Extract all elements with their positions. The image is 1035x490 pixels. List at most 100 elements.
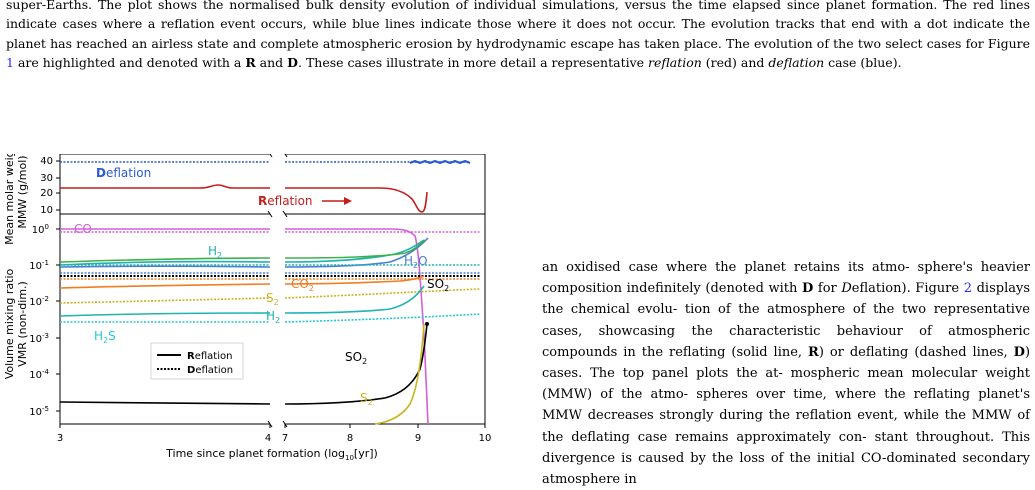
body-line-5: showcasing the characteristic behaviour … xyxy=(598,323,1030,339)
bottom-ylabel-1: Volume mixing ratio xyxy=(3,268,16,379)
top-ytick-labels: 40 30 20 10 xyxy=(40,156,53,216)
figure-1-link[interactable]: 1 xyxy=(6,54,14,70)
species-labels: CO H2 H2O SO2 CO2 S2 H2 H2S SO2 S2 xyxy=(74,222,449,407)
mmw-reflation-line xyxy=(60,184,428,213)
h2s-deflation xyxy=(60,313,481,323)
reflation-arrowhead xyxy=(344,197,352,205)
body-line-11: MMW of the deflating case remains approx… xyxy=(542,408,1030,445)
ytick-20: 20 xyxy=(40,188,53,199)
ytick-1e-1: 10-1 xyxy=(29,259,49,272)
top-panel-frame xyxy=(59,153,486,215)
caption-line-2: planet formation. The red lines indicate… xyxy=(6,0,1030,32)
xtick-4: 4 xyxy=(265,433,271,444)
figure-2-link[interactable]: 2 xyxy=(963,281,972,297)
caption-r-label: R xyxy=(245,54,256,70)
caption-deflation-italic: deflation xyxy=(768,54,825,70)
ytick-1e-2: 10-2 xyxy=(29,295,49,308)
s2-deflation xyxy=(59,288,481,304)
h2-reflation xyxy=(59,239,425,266)
xtick-3: 3 xyxy=(57,433,63,444)
label-s2-upper: S2 xyxy=(266,291,279,307)
body-line-3a: for xyxy=(813,281,842,297)
caption-line-5a: with a xyxy=(202,54,246,70)
top-yticks xyxy=(56,160,60,211)
caption-line-3: occur. The evolution tracks that end wit… xyxy=(6,16,1030,51)
caption-and: and xyxy=(255,54,288,70)
body-r-bold: R xyxy=(808,344,819,360)
bottom-panel-curves xyxy=(59,228,481,425)
xtick-labels: 3 4 7 8 9 10 xyxy=(57,433,492,444)
label-co2: CO2 xyxy=(291,277,314,293)
so2-end-dot xyxy=(425,322,429,326)
top-ylabel-2: MMW (g/mol) xyxy=(16,155,29,228)
x-axis-label: Time since planet formation (log10[yr]) xyxy=(165,447,378,462)
label-h2-lower: H2 xyxy=(266,309,280,325)
legend-box xyxy=(150,342,244,380)
body-line-7a: (dashed lines, xyxy=(914,344,1014,360)
xtick-7: 7 xyxy=(282,433,288,444)
deflation-label: Deflation xyxy=(96,166,151,180)
co-reflation xyxy=(60,228,429,425)
label-co: CO xyxy=(74,222,92,236)
bottom-yticks xyxy=(56,228,60,412)
body-line-1: an oxidised case where the planet retain… xyxy=(542,260,910,275)
caption-line-5b: . These cases illustrate in more detail … xyxy=(298,54,649,70)
ytick-1e-4: 10-4 xyxy=(29,368,49,381)
body-line-10: decreases strongly during the reflation … xyxy=(587,408,966,424)
y-axis-labels: Mean molar weight MMW (g/mol) Volume mix… xyxy=(3,138,29,379)
body-d-bold: D xyxy=(802,281,814,297)
h2o-reflation xyxy=(59,237,429,268)
top-panel-curves xyxy=(60,159,471,213)
figure: 40 30 20 10 100 10-1 10-2 10-3 10-4 10-5… xyxy=(0,138,520,468)
ytick-40: 40 xyxy=(40,156,53,167)
caption-line-1: super-Earths. The plot shows the normali… xyxy=(6,0,820,12)
xtick-9: 9 xyxy=(415,433,421,444)
h2-lower-reflation xyxy=(59,285,425,317)
body-line-6a: compounds in the reflating (solid line, xyxy=(542,344,809,360)
body-line-2: sphere's heavier composition indefinitel… xyxy=(542,260,1030,297)
figure-svg: 40 30 20 10 100 10-1 10-2 10-3 10-4 10-5… xyxy=(3,138,492,462)
co2-reflation xyxy=(59,275,425,289)
body-line-6b: ) or deflating xyxy=(818,344,909,360)
body-line-4: tion of the atmosphere of the two repres… xyxy=(542,302,1030,339)
axis-break-marks xyxy=(267,150,288,428)
legend-deflation: Deflation xyxy=(187,365,233,376)
legend: Reflation Deflation xyxy=(150,342,244,380)
mmw-deflation-noise xyxy=(409,159,471,165)
body-line-9: spheres over time, where the reflating p… xyxy=(542,387,1031,424)
body-line-3c: displays the chemical evolu- xyxy=(542,281,1030,318)
bottom-ylabel-2: VMR (non-dim.) xyxy=(16,281,29,367)
ytick-10: 10 xyxy=(40,205,53,216)
label-h2-upper: H2 xyxy=(208,244,222,260)
xtick-8: 8 xyxy=(347,433,353,444)
caption-reflation-italic: reflation xyxy=(648,54,702,70)
label-so2-dotted: SO2 xyxy=(427,277,449,293)
label-h2s: H2S xyxy=(94,329,116,345)
body-d-italic: D xyxy=(841,281,852,297)
reflation-label: Reflation xyxy=(258,194,313,208)
body-line-8: mospheric mean molecular weight (MMW) of… xyxy=(542,366,1030,403)
ytick-1e0: 100 xyxy=(32,223,49,236)
h2-green-reflation xyxy=(59,239,426,263)
body-line-3b: eflation). Figure xyxy=(851,281,964,297)
ytick-1e-3: 10-3 xyxy=(29,332,49,345)
bottom-ytick-labels: 100 10-1 10-2 10-3 10-4 10-5 xyxy=(29,223,49,418)
xtick-10: 10 xyxy=(479,433,492,444)
label-s2-lower: S2 xyxy=(360,391,373,407)
xticks xyxy=(59,424,486,428)
s2-reflation xyxy=(374,323,425,425)
so2-reflation xyxy=(59,323,428,405)
caption-line-4b: are highlighted and denoted xyxy=(17,54,199,70)
label-so2-solid: SO2 xyxy=(345,350,367,366)
top-ylabel-1: Mean molar weight xyxy=(3,154,16,245)
body-line-12: stant throughout. This divergence is cau… xyxy=(542,429,1030,466)
caption-end: case (blue). xyxy=(824,54,902,70)
legend-reflation: Reflation xyxy=(187,351,232,362)
ytick-30: 30 xyxy=(40,173,53,184)
caption-d-label: D xyxy=(287,54,298,70)
ytick-1e-5: 10-5 xyxy=(29,405,49,418)
caption-line-4a: erosion by hydrodynamic escape has taken… xyxy=(405,35,1030,51)
body-d-bold-2: D xyxy=(1013,344,1025,360)
body-line-7b: ) cases. The top panel plots the at- xyxy=(542,344,1031,382)
body-text: an oxidised case where the planet retain… xyxy=(542,257,1030,490)
